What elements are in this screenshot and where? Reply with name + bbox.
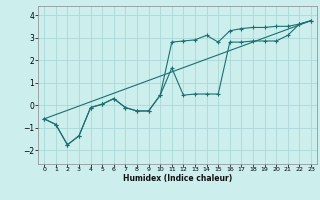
X-axis label: Humidex (Indice chaleur): Humidex (Indice chaleur): [123, 174, 232, 183]
